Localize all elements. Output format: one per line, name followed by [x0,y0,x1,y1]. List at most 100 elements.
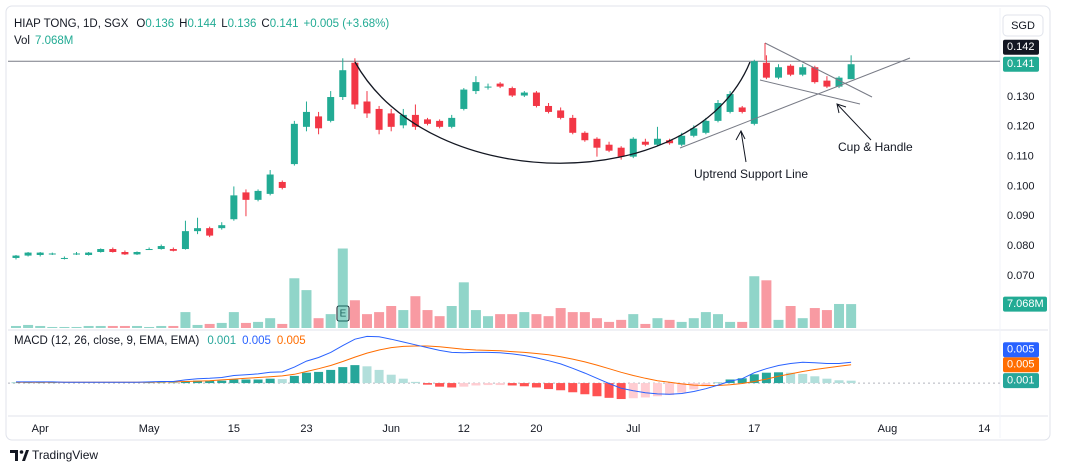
candle-body [605,144,613,151]
candle-body [411,114,419,127]
candle-body [109,249,117,253]
volume-bar [10,325,21,328]
macd-histogram-bar [410,381,420,384]
volume-bar [180,312,191,328]
candle-body [641,141,649,145]
volume-bar [495,314,506,328]
macd-histogram-bar [846,380,856,384]
volume-bar [119,325,130,328]
candle-body [181,231,189,250]
pattern-arrow [836,103,872,141]
macd-histogram-bar [435,383,445,387]
volume-bar [59,326,70,328]
logo-shape [10,450,18,461]
macd-histogram-bar [640,383,650,398]
volume-bar [737,321,748,328]
volume-bar [519,312,530,328]
candle-body [666,140,674,144]
x-tick-label: May [139,423,160,435]
candle-body [702,120,710,133]
x-tick-label: Jul [626,423,640,435]
candle-body [278,181,286,188]
ohlc-letter: H [179,18,187,30]
candle-body [690,128,698,136]
ohlc-value: 0.136 [145,18,174,30]
candle-body [738,107,746,112]
volume-bar [228,312,239,328]
candle-body [375,108,383,130]
currency-button[interactable] [1002,14,1044,37]
volume-bar [47,326,58,328]
volume-bars [10,248,857,328]
x-tick-label: Apr [32,423,49,435]
macd-histogram-bar [544,383,554,390]
macd-histogram-bar [350,365,360,384]
volume-bar [567,312,578,328]
volume-bar [543,316,554,328]
candle-body [532,92,540,106]
y-tick-label: 0.110 [1007,151,1034,163]
volume-bar [107,325,118,328]
volume-bar [23,324,34,328]
volume-bar [628,314,639,328]
volume-bar [361,314,372,328]
volume-bar [483,316,494,328]
volume-bar [809,308,820,328]
macd-histogram-bar [822,378,832,384]
last-price-box [1003,56,1039,72]
brand: TradingView [32,448,98,462]
macd-histogram [11,365,856,400]
volume-bar [301,290,312,328]
volume-bar [35,325,46,328]
volume-bar [204,323,215,328]
volume-title: Vol [14,35,30,47]
change: +0.005 (+3.68%) [304,18,390,30]
macd-histogram-bar [253,379,263,384]
y-tick-label: 0.090 [1007,210,1035,222]
volume-bar [797,318,808,328]
candle-body [218,225,226,229]
macd-histogram-bar [737,378,747,384]
ohlc-value: 0.141 [270,18,299,30]
x-tick-label: 12 [458,423,470,435]
volume-bar [749,276,760,328]
volume-bar [398,310,409,328]
volume-bar [604,321,615,328]
macd-histogram-bar [314,371,324,384]
cup-curve [354,61,751,164]
volume-bar [265,318,276,328]
volume-bar [289,278,300,328]
macd-histogram-bar [749,374,759,384]
candle-body [545,105,553,112]
candle-body [12,255,20,258]
volume-bar [144,326,155,328]
candle-body [60,257,68,259]
candle-body [653,138,661,145]
drawings [354,42,911,164]
candle-body [508,88,516,96]
volume-value: 7.068M [35,35,73,47]
volume-bar [555,308,566,328]
volume-bar [579,312,590,328]
volume-bar [664,319,675,328]
volume-bar [434,316,445,328]
macd-histogram-bar [241,379,251,384]
candle-body [85,252,93,255]
macd-value-label: 0.001 [1007,375,1035,387]
candle-body [290,123,298,165]
volume-bar [386,306,397,328]
candle-body [472,82,480,92]
volume-bar [71,326,82,328]
volume-bar [785,306,796,328]
candle-body [811,67,819,83]
brand-logo [10,450,29,461]
macd-histogram-bar [265,378,275,384]
candle-body [399,114,407,126]
ohlc-value: 0.144 [187,18,216,30]
volume-bar [216,322,227,328]
macd-legend: MACD (12, 26, close, 9, EMA, EMA) 0.001 0.… [14,335,306,347]
ohlc-letter: L [221,18,228,30]
macd-histogram-bar [774,372,784,384]
currency: SGD [1011,20,1035,32]
